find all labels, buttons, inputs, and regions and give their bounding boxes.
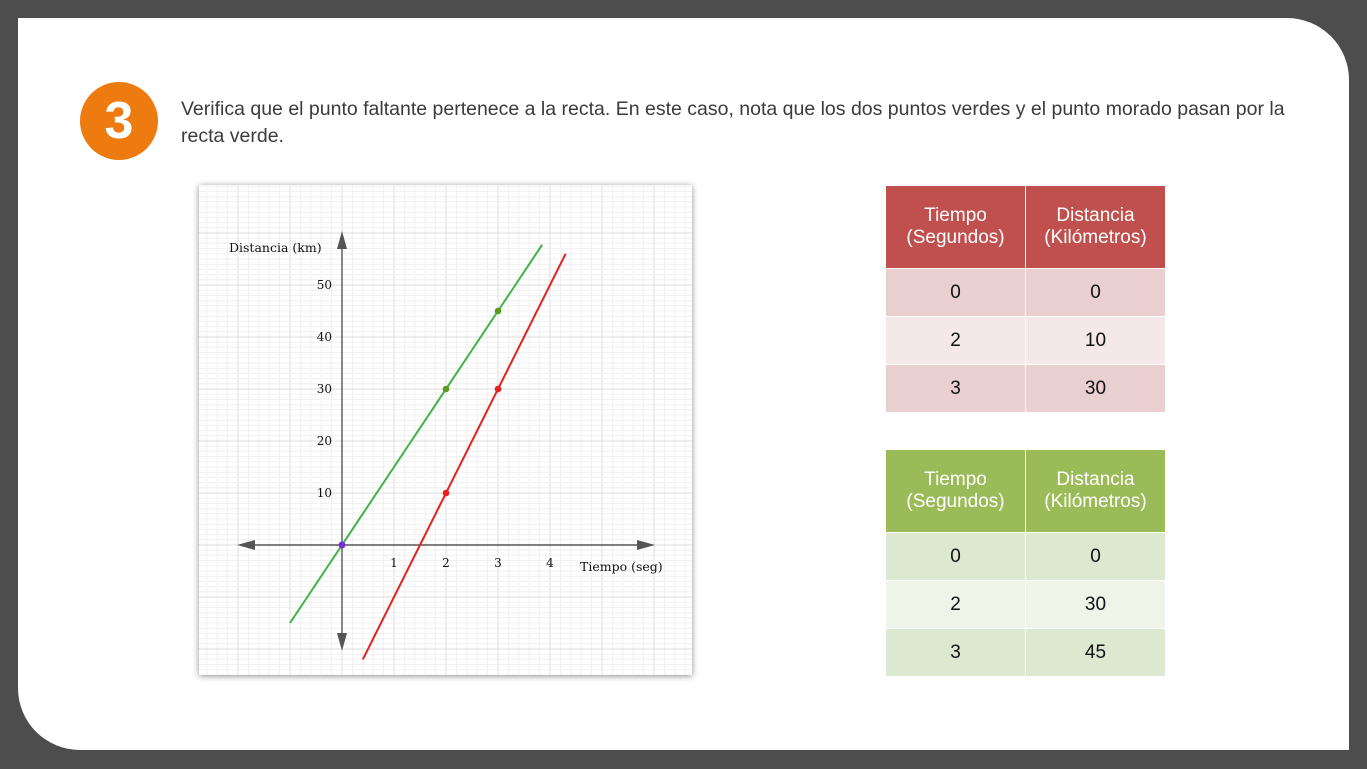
x-tick-label: 2 [442, 556, 450, 570]
x-axis-label: Tiempo (seg) [580, 559, 663, 574]
cell-distance: 45 [1025, 628, 1166, 677]
origin-point [338, 541, 346, 549]
data-point [494, 385, 502, 393]
chart-svg: 1 2 3 4 10 20 30 40 50 Tiempo (seg) Distancia (km) [199, 185, 692, 675]
header-time: Tiempo (Segundos) [885, 449, 1026, 533]
data-point [442, 385, 450, 393]
cell-time: 2 [885, 316, 1026, 365]
x-tick-label: 3 [494, 556, 502, 570]
x-axis-arrow-right [637, 540, 655, 550]
x-axis-arrow-left [237, 540, 255, 550]
cell-distance: 0 [1025, 532, 1166, 581]
cell-time: 3 [885, 628, 1026, 677]
cell-distance: 30 [1025, 580, 1166, 629]
y-tick-label: 30 [317, 382, 332, 396]
table-row: 2 30 [885, 580, 1166, 629]
line-chart: 1 2 3 4 10 20 30 40 50 Tiempo (seg) Distancia (km) [199, 185, 692, 675]
y-tick-label: 10 [317, 486, 332, 500]
data-point [494, 307, 502, 315]
y-axis-arrow-down [337, 633, 347, 651]
y-axis-arrow-up [337, 231, 347, 249]
step-number: 3 [104, 92, 134, 150]
table-row: 0 0 [885, 532, 1166, 581]
y-tick-label: 40 [317, 330, 332, 344]
table-header-row: Tiempo (Segundos) Distancia (Kilómetros) [885, 449, 1166, 533]
cell-time: 2 [885, 580, 1026, 629]
data-point [442, 489, 450, 497]
cell-time: 0 [885, 532, 1026, 581]
series-line-2 [361, 253, 567, 660]
instruction-text: Verifica que el punto faltante pertenece… [181, 98, 1285, 147]
header-time: Tiempo (Segundos) [885, 185, 1026, 269]
table-row: 0 0 [885, 268, 1166, 317]
red-line-table: Tiempo (Segundos) Distancia (Kilómetros) 0… [885, 185, 1166, 413]
cell-distance: 10 [1025, 316, 1166, 365]
cell-time: 3 [885, 364, 1026, 413]
table-row: 3 45 [885, 628, 1166, 677]
header-distance: Distancia (Kilómetros) [1025, 449, 1166, 533]
table-row: 3 30 [885, 364, 1166, 413]
cell-time: 0 [885, 268, 1026, 317]
table-header-row: Tiempo (Segundos) Distancia (Kilómetros) [885, 185, 1166, 269]
cell-distance: 0 [1025, 268, 1166, 317]
step-number-badge: 3 [80, 82, 158, 160]
table-row: 2 10 [885, 316, 1166, 365]
y-tick-label: 50 [317, 278, 332, 292]
cell-distance: 30 [1025, 364, 1166, 413]
x-tick-label: 4 [546, 556, 554, 570]
y-axis-label: Distancia (km) [229, 240, 322, 255]
x-tick-label: 1 [390, 556, 398, 570]
header-distance: Distancia (Kilómetros) [1025, 185, 1166, 269]
y-tick-label: 20 [317, 434, 332, 448]
series-line-1 [289, 244, 544, 624]
green-line-table: Tiempo (Segundos) Distancia (Kilómetros) 0… [885, 449, 1166, 677]
